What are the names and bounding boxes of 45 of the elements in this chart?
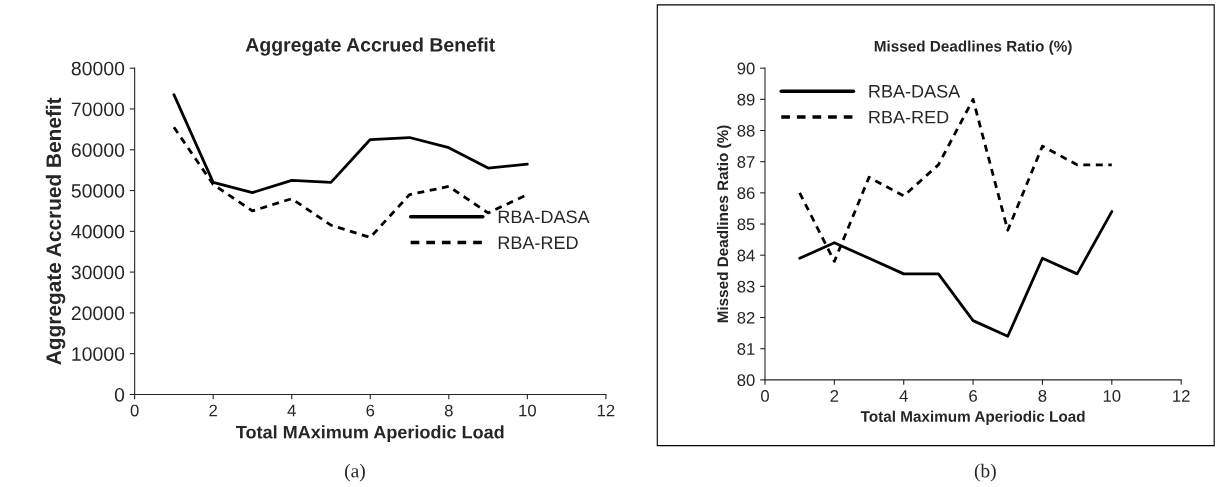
x-tick-label: 10 <box>519 404 536 417</box>
x-tick-label: 2 <box>830 390 839 402</box>
x-tick-label: 6 <box>366 404 375 417</box>
y-axis-title: Missed Deadlines Ratio (%) <box>716 125 732 323</box>
legend-label: RBA-RED <box>869 110 949 124</box>
legend-label: RBA-DASA <box>498 210 590 224</box>
x-tick-label: 8 <box>444 404 453 417</box>
y-tick-label: 82 <box>737 311 755 324</box>
y-tick-label: 87 <box>737 156 755 168</box>
y-tick-label: 20000 <box>71 306 125 321</box>
y-axis-title: Aggregate Accrued Benefit <box>45 97 66 365</box>
y-tick-label: 30000 <box>71 265 125 280</box>
y-tick-label: 89 <box>737 93 755 106</box>
y-tick-label: 83 <box>737 280 755 293</box>
y-tick-label: 80000 <box>71 61 125 76</box>
legend-label: RBA-DASA <box>869 84 961 98</box>
x-tick-label: 10 <box>1103 390 1121 402</box>
y-tick-label: 90 <box>737 62 755 75</box>
chart-title: Aggregate Accrued Benefit <box>245 37 495 56</box>
text: (b) <box>974 463 996 482</box>
y-tick-label: 10000 <box>72 347 125 361</box>
x-tick-label: 6 <box>969 390 977 402</box>
y-tick-label: 80 <box>737 374 755 387</box>
text: (a) <box>345 463 365 482</box>
y-tick-label: 84 <box>737 249 755 262</box>
x-tick-label: 12 <box>1173 390 1190 402</box>
x-tick-label: 4 <box>287 404 296 417</box>
x-tick-label: 0 <box>761 390 769 402</box>
y-tick-label: 40000 <box>71 224 125 239</box>
legend-label: RBA-RED <box>498 236 578 249</box>
x-tick-label: 12 <box>597 404 615 417</box>
y-tick-label: 50000 <box>71 184 125 198</box>
y-tick-label: 85 <box>737 218 755 231</box>
x-tick-label: 8 <box>1038 390 1047 402</box>
y-tick-label: 70000 <box>71 102 125 117</box>
x-tick-label: 4 <box>899 390 908 402</box>
x-tick-label: 0 <box>130 404 139 417</box>
x-axis-title: Total Maximum Aperiodic Load <box>860 410 1085 425</box>
x-tick-label: 2 <box>209 404 217 417</box>
y-tick-label: 88 <box>737 124 755 137</box>
chart-title: Missed Deadlines Ratio (%) <box>874 40 1072 55</box>
x-axis-title: Total MAximum Aperiodic Load <box>236 425 504 443</box>
y-tick-label: 60000 <box>71 143 125 157</box>
y-tick-label: 86 <box>737 187 755 200</box>
y-tick-label: 81 <box>737 343 755 355</box>
